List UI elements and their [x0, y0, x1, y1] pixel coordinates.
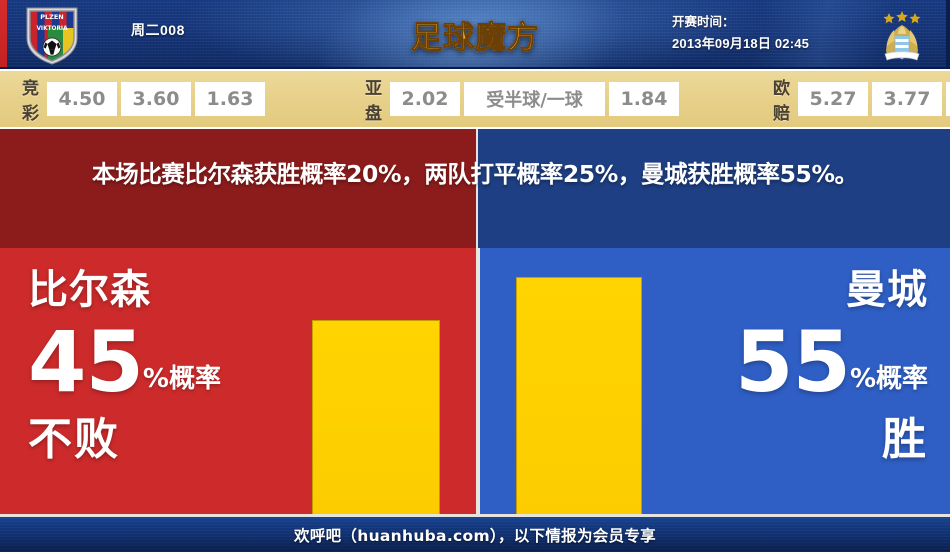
banner-right-half — [478, 129, 950, 248]
home-percent-value: 45 — [28, 313, 144, 411]
away-probability-bar — [516, 277, 642, 514]
svg-text:PLZEN: PLZEN — [40, 13, 64, 21]
footer-text: 欢呼吧（huanhuba.com），以下情报为会员专享 — [294, 526, 656, 545]
svg-text:VIKTORIA: VIKTORIA — [36, 26, 68, 32]
site-logo: 足球魔方 — [404, 9, 546, 59]
odds-group-label: 竞彩 — [22, 79, 39, 124]
odds-cell[interactable]: 1.62 — [946, 82, 950, 116]
away-outcome-label: 胜 — [882, 414, 928, 465]
header-bottom-rule — [0, 67, 950, 69]
odds-cell[interactable]: 1.63 — [195, 82, 265, 116]
odds-cell[interactable]: 1.84 — [609, 82, 679, 116]
odds-cell[interactable]: 5.27 — [798, 82, 868, 116]
home-outcome-label: 不败 — [28, 414, 120, 465]
away-team-crest-icon — [872, 4, 932, 65]
kickoff-time-block: 开赛时间： 2013年09月18日 02:45 — [672, 12, 862, 54]
away-percent-value: 55 — [735, 313, 851, 411]
header-right-edge — [946, 0, 950, 69]
home-probability-bar — [312, 320, 440, 514]
odds-cell[interactable]: 2.02 — [390, 82, 460, 116]
odds-group-yapan: 亚盘 2.02 受半球/一球 1.84 — [365, 71, 683, 127]
match-number: 周二008 — [131, 22, 185, 38]
home-percent-row: 45 %概率 — [28, 320, 221, 404]
banner-divider — [476, 129, 478, 248]
footer-separator — [0, 514, 950, 517]
header-left-red-strip — [0, 0, 7, 69]
kickoff-label: 开赛时间： — [672, 15, 735, 29]
odds-cell[interactable]: 4.50 — [47, 82, 117, 116]
odds-group-label: 亚盘 — [365, 79, 382, 124]
odds-cell-handicap[interactable]: 受半球/一球 — [464, 82, 605, 116]
odds-group-label: 欧赔 — [773, 79, 790, 124]
odds-group-jingcai: 竞彩 4.50 3.60 1.63 — [22, 71, 269, 127]
site-logo-text: 足球魔方 — [411, 12, 539, 57]
statement-banner: 本场比赛比尔森获胜概率20%，两队打平概率25%，曼城获胜概率55%。 — [0, 127, 950, 250]
banner-left-half — [0, 129, 478, 248]
probability-chart: 比尔森 45 %概率 不败 曼城 55 %概率 胜 — [0, 248, 950, 514]
home-percent-suffix: %概率 — [142, 364, 221, 394]
odds-cell[interactable]: 3.60 — [121, 82, 191, 116]
home-team-name: 比尔森 — [28, 267, 151, 313]
away-percent-suffix: %概率 — [849, 364, 928, 394]
away-percent-row: 55 %概率 — [735, 320, 928, 404]
home-team-crest-icon: PLZEN VIKTORIA — [22, 4, 82, 65]
away-stats: 曼城 55 %概率 胜 — [735, 264, 928, 468]
odds-group-oupei: 欧赔 5.27 3.77 1.62 — [773, 71, 950, 127]
away-team-name: 曼城 — [846, 267, 928, 313]
home-stats: 比尔森 45 %概率 不败 — [28, 264, 221, 468]
footer-bar: 欢呼吧（huanhuba.com），以下情报为会员专享 — [0, 517, 950, 552]
odds-cell[interactable]: 3.77 — [872, 82, 942, 116]
odds-bar: 竞彩 4.50 3.60 1.63 亚盘 2.02 受半球/一球 1.84 欧赔… — [0, 69, 950, 127]
panel-divider — [476, 248, 480, 514]
header-bar: PLZEN VIKTORIA 周二008 足球魔方 开赛时间： 2013年09月… — [0, 0, 950, 69]
probability-statement: 本场比赛比尔森获胜概率20%，两队打平概率25%，曼城获胜概率55%。 — [92, 160, 858, 188]
kickoff-value: 2013年09月18日 02:45 — [672, 36, 810, 51]
